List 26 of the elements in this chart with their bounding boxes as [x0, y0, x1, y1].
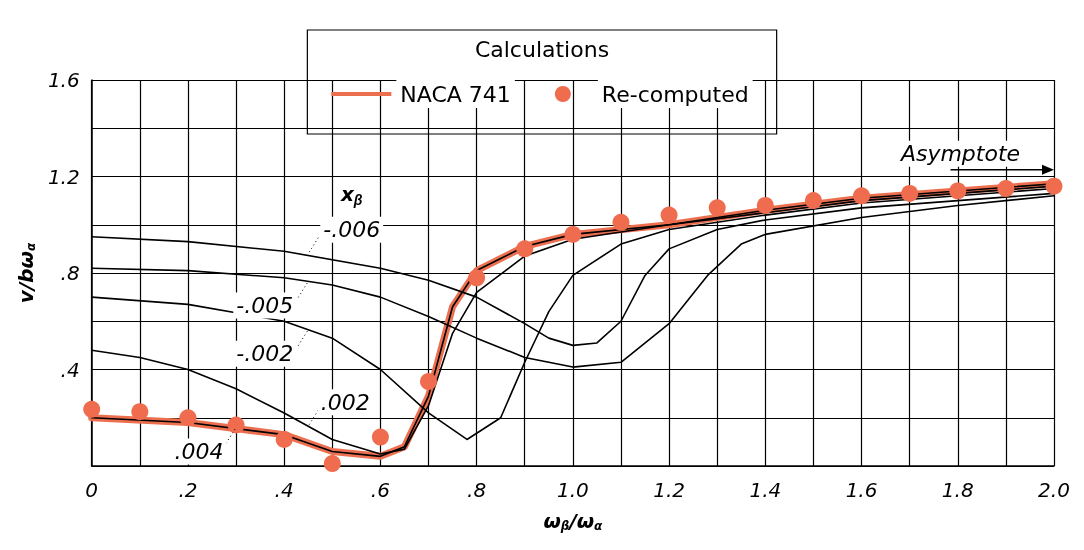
annotation: -.005	[236, 292, 294, 318]
y-tick-label: .4	[60, 357, 80, 382]
legend-label: NACA 741	[400, 81, 511, 107]
x-tick-label: 1.6	[845, 478, 878, 502]
legend-label: Re-computed	[601, 81, 749, 107]
x-tick-label: 0	[85, 478, 99, 502]
x-tick-label: 1.0	[556, 478, 589, 502]
x-tick-label: .6	[370, 478, 390, 502]
x-tick-label: .4	[274, 478, 294, 502]
x-axis-title: ωβ/ωα	[543, 509, 604, 533]
y-tick-label: .8	[60, 261, 80, 285]
annotation: .004	[174, 438, 224, 464]
y-tick-label: 1.6	[47, 68, 80, 92]
annotation: Asymptote	[898, 141, 1021, 167]
x-tick-label: .2	[178, 478, 198, 502]
y-tick-label: 1.2	[47, 164, 80, 189]
x-tick-label: 1.2	[653, 478, 685, 502]
annotation: -.002	[236, 341, 294, 367]
legend-title: Calculations	[474, 36, 610, 62]
x-tick-label: 2.0	[1038, 478, 1070, 502]
x-tick-label: 1.8	[941, 478, 974, 502]
annotation: -.006	[323, 217, 381, 243]
x-tick-label: 1.4	[749, 478, 782, 502]
annotation: .002	[320, 389, 370, 415]
y-axis-title: v/bωα	[14, 242, 38, 304]
x-tick-label: .8	[467, 478, 487, 502]
